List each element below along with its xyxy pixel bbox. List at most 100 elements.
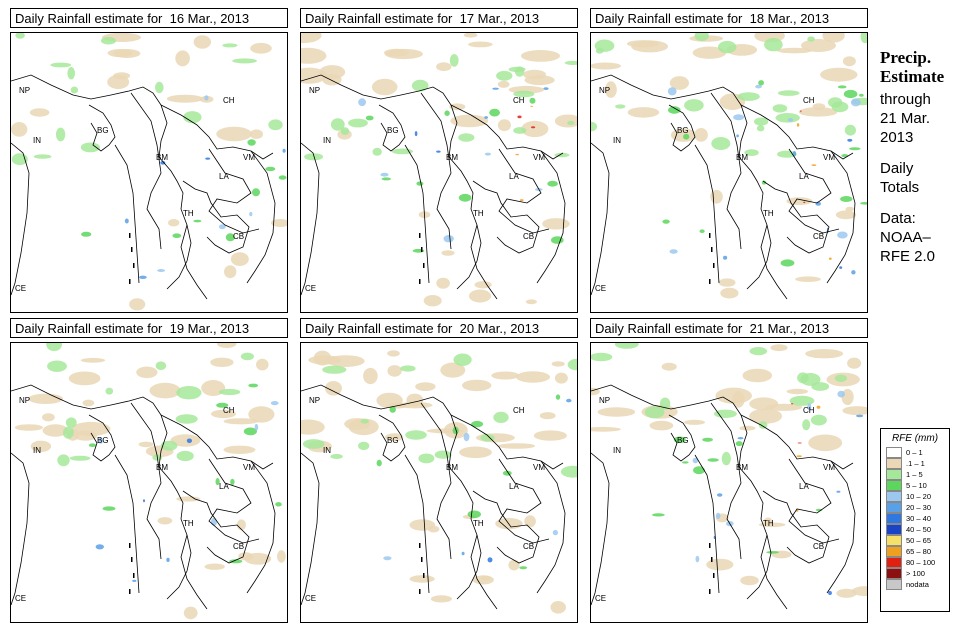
country-border (470, 224, 498, 300)
rainfall-patch (834, 374, 848, 382)
rainfall-patch (595, 47, 604, 54)
rainfall-patch (149, 382, 181, 399)
country-border (694, 454, 720, 594)
rainfall-patch (380, 172, 389, 177)
country-label: NP (19, 396, 30, 405)
rainfall-patch (614, 343, 639, 349)
legend-row: 50 – 65 (886, 535, 949, 546)
rainfall-patch (542, 218, 570, 230)
legend-swatch (886, 535, 902, 546)
country-label: BG (387, 436, 399, 445)
rainfall-patch (682, 461, 689, 464)
legend-label: .1 – 1 (906, 459, 925, 468)
country-border (826, 460, 856, 594)
country-border (740, 414, 854, 470)
rainfall-patch (467, 510, 481, 519)
legend-label: 50 – 65 (906, 536, 932, 545)
rainfall-patch (102, 506, 116, 511)
rainfall-patch (450, 114, 489, 128)
rainfall-patch (358, 98, 366, 107)
island-mark (133, 263, 135, 268)
island-mark (419, 233, 421, 238)
country-border (591, 384, 742, 416)
country-border (160, 104, 274, 160)
country-label: VM (243, 153, 255, 162)
map-panel-21-mar: Daily Rainfall estimate for 21 Mar., 201… (590, 318, 870, 623)
rainfall-patch (55, 127, 66, 142)
legend-title: RFE (mm) (891, 433, 939, 444)
rainfall-patch (474, 281, 492, 289)
rainfall-patch (376, 459, 382, 467)
rainfall-patch (11, 122, 28, 137)
map-panel-19-mar: Daily Rainfall estimate for 19 Mar., 201… (10, 318, 290, 623)
country-label: LA (799, 172, 809, 181)
country-border (158, 414, 192, 600)
country-label: VM (533, 153, 545, 162)
country-border (448, 104, 482, 290)
rainfall-patch (304, 153, 324, 161)
rainfall-patch (29, 108, 50, 117)
rainfall-patch (216, 126, 253, 142)
rainfall-patch (796, 455, 802, 458)
country-label: LA (219, 482, 229, 491)
legend-swatch (886, 546, 902, 557)
country-border (160, 414, 274, 470)
rainfall-patch (772, 104, 788, 113)
rainfall-patch (468, 289, 492, 303)
country-border (760, 224, 788, 300)
rainfall-patch (777, 90, 800, 96)
rainfall-patch (301, 47, 327, 64)
rainfall-patch (835, 210, 857, 220)
rainfall-patch (216, 402, 229, 408)
rainfall-patch (605, 81, 617, 98)
rainfall-patch (405, 430, 427, 440)
rainfall-patch (566, 398, 572, 403)
island-mark (419, 279, 421, 284)
legend-swatch (886, 502, 902, 513)
rainfall-patch (552, 529, 558, 536)
rainfall-patch (543, 87, 549, 90)
rainfall-patch (170, 434, 201, 447)
rainfall-patch (363, 367, 378, 385)
rainfall-patch (277, 550, 286, 563)
rainfall-patch (415, 382, 436, 391)
country-border (246, 150, 276, 284)
rainfall-patch (808, 434, 843, 452)
rainfall-patch (67, 67, 75, 80)
rainfall-patch (441, 250, 455, 256)
country-border (130, 92, 162, 250)
rainfall-patch (831, 101, 849, 113)
legend-row: 1 – 5 (886, 469, 949, 480)
rainfall-map: NP IN BG BM CH VM LA TH CB CE (590, 342, 868, 623)
rainfall-patch (699, 229, 705, 233)
legend-swatch (886, 469, 902, 480)
country-label: NP (309, 86, 320, 95)
rainfall-patch (330, 118, 345, 131)
country-border (762, 490, 830, 564)
rainfall-patch (732, 391, 745, 408)
legend-swatch (886, 568, 902, 579)
rainfall-patch (256, 358, 269, 371)
rainfall-patch (669, 249, 678, 254)
map-panel-18-mar: Daily Rainfall estimate for 18 Mar., 201… (590, 8, 870, 313)
legend-row: 80 – 100 (886, 557, 949, 568)
rainfall-patch (800, 110, 802, 113)
rainfall-patch (775, 113, 800, 123)
rainfall-patch (270, 401, 279, 406)
rainfall-patch (340, 127, 350, 135)
legend-label: nodata (906, 580, 929, 589)
country-label: NP (599, 86, 610, 95)
country-label: IN (323, 136, 331, 145)
rainfall-patch (744, 149, 759, 156)
map-svg: NP IN BG BM CH VM LA TH CB CE (591, 33, 867, 300)
rainfall-patch (710, 189, 723, 204)
country-border (591, 74, 742, 106)
rainfall-patch (265, 166, 276, 172)
rainfall-patch (723, 255, 728, 260)
country-label: IN (33, 446, 41, 455)
rainfall-patch (797, 442, 802, 444)
country-border (470, 534, 498, 610)
rainfall-patch (591, 426, 621, 432)
rainfall-patch (211, 517, 217, 526)
panel-title: Daily Rainfall estimate for 21 Mar., 201… (590, 318, 868, 338)
